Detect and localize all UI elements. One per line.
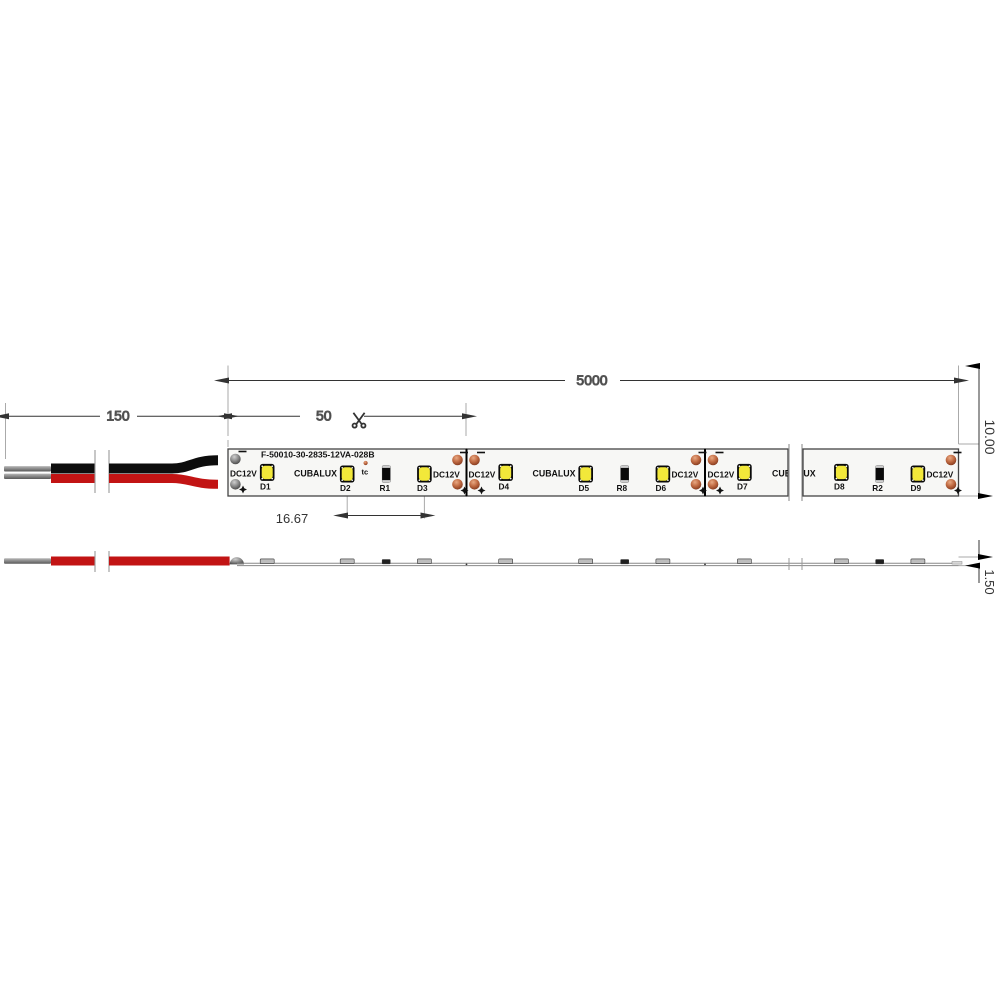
svg-text:DC12V: DC12V <box>927 469 954 479</box>
svg-text:D2: D2 <box>340 483 351 493</box>
svg-text:1.50: 1.50 <box>982 569 997 594</box>
svg-text:5000: 5000 <box>576 372 607 388</box>
svg-text:D8: D8 <box>834 482 845 492</box>
svg-text:R2: R2 <box>872 483 883 493</box>
svg-text:D4: D4 <box>499 482 510 492</box>
svg-text:CUBALUX: CUBALUX <box>533 469 576 479</box>
svg-text:DC12V: DC12V <box>433 469 460 479</box>
svg-text:CUBALUX: CUBALUX <box>294 469 337 479</box>
svg-text:D9: D9 <box>911 483 922 493</box>
svg-text:D1: D1 <box>260 482 271 492</box>
svg-text:F-50010-30-2835-12VA-028B: F-50010-30-2835-12VA-028B <box>261 450 375 460</box>
svg-text:DC12V: DC12V <box>230 468 257 478</box>
svg-text:150: 150 <box>106 408 130 424</box>
svg-text:DC12V: DC12V <box>672 469 699 479</box>
svg-text:D3: D3 <box>417 483 428 493</box>
svg-text:DC12V: DC12V <box>469 469 496 479</box>
svg-text:DC12V: DC12V <box>708 469 735 479</box>
svg-text:D5: D5 <box>579 483 590 493</box>
svg-text:16.67: 16.67 <box>276 511 309 526</box>
svg-text:D7: D7 <box>737 482 748 492</box>
svg-text:tc: tc <box>362 468 369 477</box>
svg-text:R1: R1 <box>380 483 391 493</box>
svg-text:R8: R8 <box>617 483 628 493</box>
svg-text:50: 50 <box>316 408 332 424</box>
svg-text:10.00: 10.00 <box>982 419 998 454</box>
svg-text:D6: D6 <box>656 483 667 493</box>
